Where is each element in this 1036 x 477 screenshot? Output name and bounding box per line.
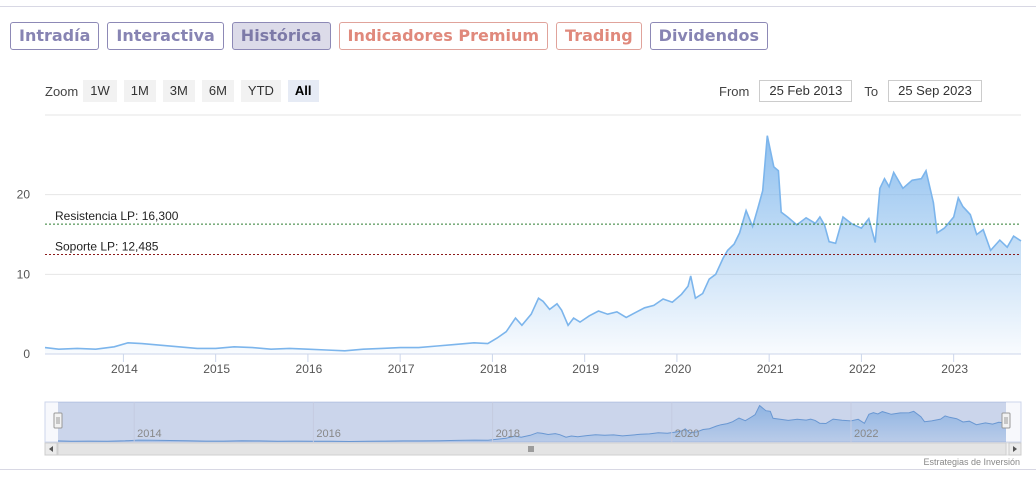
navigator-line [57,404,1007,443]
from-label: From [719,83,750,99]
tab-trading[interactable]: Trading [556,22,642,50]
navigator-area [58,405,1006,442]
axes: 0 10 20 2014 2015 2016 2017 2018 2019 2020 2021 202… [17,188,1021,376]
navigator-mask[interactable] [58,402,1006,442]
zoom-3m-button[interactable]: 3M [162,80,195,102]
zoom-label: Zoom [45,83,79,99]
chart-credit[interactable]: Estrategias de Inversión [923,457,1020,467]
y-tick-label: 0 [23,347,30,361]
x-tick-label: 2016 [296,362,323,376]
series-line [44,135,1022,352]
navigator-tick-label: 2016 [316,428,340,440]
navigator-right-handle[interactable] [1001,412,1011,429]
navigator-left-handle[interactable] [53,412,63,429]
navigator-tick-label: 2018 [496,428,520,440]
x-tick-label: 2022 [849,362,876,376]
from-date-input[interactable]: 25 Feb 2013 [759,80,853,102]
navigator[interactable]: 2014 2016 2018 2020 2022 [44,401,1022,456]
zoom-1w-button[interactable]: 1W [83,80,117,102]
bottom-divider [0,469,1036,470]
to-date-input[interactable]: 25 Sep 2023 [888,80,982,102]
y-tick-label: 10 [17,267,31,281]
tab-bar: Intradía Interactiva Histórica Indicador… [10,22,768,50]
arrow-left-icon [49,446,53,452]
y-tick-label: 20 [17,188,31,202]
arrow-right-icon [1013,446,1017,452]
to-label: To [864,83,879,99]
x-tick-label: 2018 [480,362,507,376]
x-tick-label: 2020 [665,362,692,376]
resistance-label: Resistencia LP: 16,300 [55,209,179,223]
zoom-6m-button[interactable]: 6M [201,80,234,102]
zoom-selector: Zoom 1W 1M 3M 6M YTD All [45,80,326,102]
level-annotations: Resistencia LP: 16,300 Soporte LP: 12,485 [45,209,1021,256]
series-area-fill [45,135,1021,354]
scrollbar-thumb[interactable] [57,442,1007,456]
navigator-tick-label: 2014 [137,428,161,440]
tab-dividendos[interactable]: Dividendos [649,22,768,50]
tab-intradia[interactable]: Intradía [10,22,100,50]
date-range: From 25 Feb 2013 To 25 Sep 2023 [719,80,982,102]
zoom-all-button[interactable]: All [287,80,319,102]
x-tick-label: 2023 [941,362,968,376]
zoom-ytd-button[interactable]: YTD [240,80,281,102]
tab-indicadores-premium[interactable]: Indicadores Premium [338,22,549,50]
tab-historica[interactable]: Histórica [231,22,331,50]
top-divider [0,6,1036,7]
x-tick-label: 2019 [572,362,599,376]
navigator-tick-label: 2020 [675,428,699,440]
x-tick-label: 2014 [111,362,138,376]
support-label: Soporte LP: 12,485 [55,240,159,254]
area-series [44,135,1022,354]
navigator-tick-label: 2022 [854,428,878,440]
zoom-1m-button[interactable]: 1M [123,80,156,102]
x-tick-label: 2021 [757,362,784,376]
x-tick-label: 2015 [203,362,230,376]
x-tick-label: 2017 [388,362,415,376]
tab-interactiva[interactable]: Interactiva [107,22,224,50]
